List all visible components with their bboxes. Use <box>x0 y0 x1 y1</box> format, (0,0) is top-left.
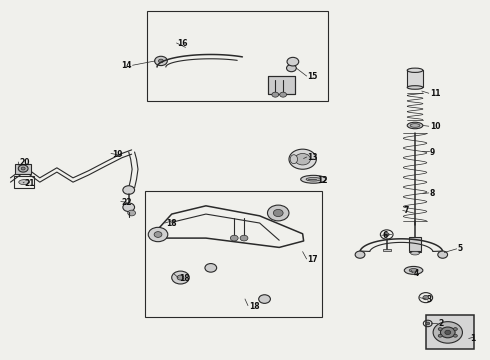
Text: 12: 12 <box>318 176 328 185</box>
Bar <box>383 249 391 251</box>
Ellipse shape <box>407 122 423 129</box>
Circle shape <box>441 327 455 338</box>
Circle shape <box>240 235 248 241</box>
Ellipse shape <box>19 180 29 185</box>
Text: 10: 10 <box>430 122 440 131</box>
Circle shape <box>453 334 457 337</box>
Circle shape <box>280 92 287 97</box>
Circle shape <box>273 210 283 217</box>
Circle shape <box>438 328 442 330</box>
Text: 1: 1 <box>470 334 475 343</box>
Circle shape <box>384 233 389 236</box>
Ellipse shape <box>409 269 418 272</box>
Ellipse shape <box>411 251 419 255</box>
Text: 2: 2 <box>438 319 443 328</box>
Circle shape <box>177 275 184 280</box>
Text: 22: 22 <box>122 198 132 207</box>
Circle shape <box>445 330 451 334</box>
Circle shape <box>159 59 163 63</box>
Bar <box>407 70 423 87</box>
Circle shape <box>272 92 279 97</box>
Text: 14: 14 <box>121 61 132 70</box>
Circle shape <box>355 251 365 258</box>
Text: 18: 18 <box>249 302 260 311</box>
Circle shape <box>453 328 457 330</box>
Bar <box>14 176 34 188</box>
Text: 20: 20 <box>19 158 30 167</box>
Bar <box>409 237 421 251</box>
Bar <box>15 163 31 174</box>
Text: 6: 6 <box>383 231 388 240</box>
Text: 13: 13 <box>308 153 318 162</box>
Text: 11: 11 <box>430 89 440 98</box>
Circle shape <box>287 64 296 72</box>
Circle shape <box>287 57 299 66</box>
Ellipse shape <box>410 124 420 127</box>
Circle shape <box>155 56 167 66</box>
Circle shape <box>426 322 430 325</box>
Circle shape <box>438 251 447 258</box>
Text: 16: 16 <box>177 39 188 48</box>
Text: 17: 17 <box>308 255 318 264</box>
Circle shape <box>18 165 28 172</box>
Bar <box>426 315 474 349</box>
Ellipse shape <box>306 177 321 181</box>
Ellipse shape <box>407 68 423 72</box>
Bar <box>145 192 322 317</box>
Text: 18: 18 <box>166 219 176 228</box>
Bar <box>269 76 295 94</box>
Text: 18: 18 <box>179 274 190 283</box>
Bar <box>269 76 295 94</box>
Text: 7: 7 <box>404 206 409 215</box>
Text: 9: 9 <box>430 148 435 157</box>
Circle shape <box>154 231 162 237</box>
Circle shape <box>172 271 189 284</box>
Circle shape <box>433 321 463 343</box>
Circle shape <box>205 264 217 272</box>
Text: 5: 5 <box>458 244 463 253</box>
Ellipse shape <box>301 175 326 183</box>
Text: 4: 4 <box>414 269 419 278</box>
Circle shape <box>123 186 135 194</box>
Text: 19: 19 <box>112 150 122 159</box>
Circle shape <box>148 227 168 242</box>
Circle shape <box>123 203 135 212</box>
Circle shape <box>128 210 136 216</box>
Text: 8: 8 <box>430 189 435 198</box>
Circle shape <box>295 153 311 165</box>
Text: 3: 3 <box>427 294 432 303</box>
Circle shape <box>268 205 289 221</box>
Ellipse shape <box>290 155 297 164</box>
Circle shape <box>230 235 238 241</box>
Bar <box>147 12 328 101</box>
Circle shape <box>438 334 442 337</box>
Ellipse shape <box>407 86 423 89</box>
Circle shape <box>289 149 317 169</box>
Text: 15: 15 <box>308 72 318 81</box>
Text: 21: 21 <box>24 179 35 188</box>
Circle shape <box>423 296 429 300</box>
Circle shape <box>21 167 25 170</box>
Ellipse shape <box>404 266 423 274</box>
Circle shape <box>259 295 270 303</box>
